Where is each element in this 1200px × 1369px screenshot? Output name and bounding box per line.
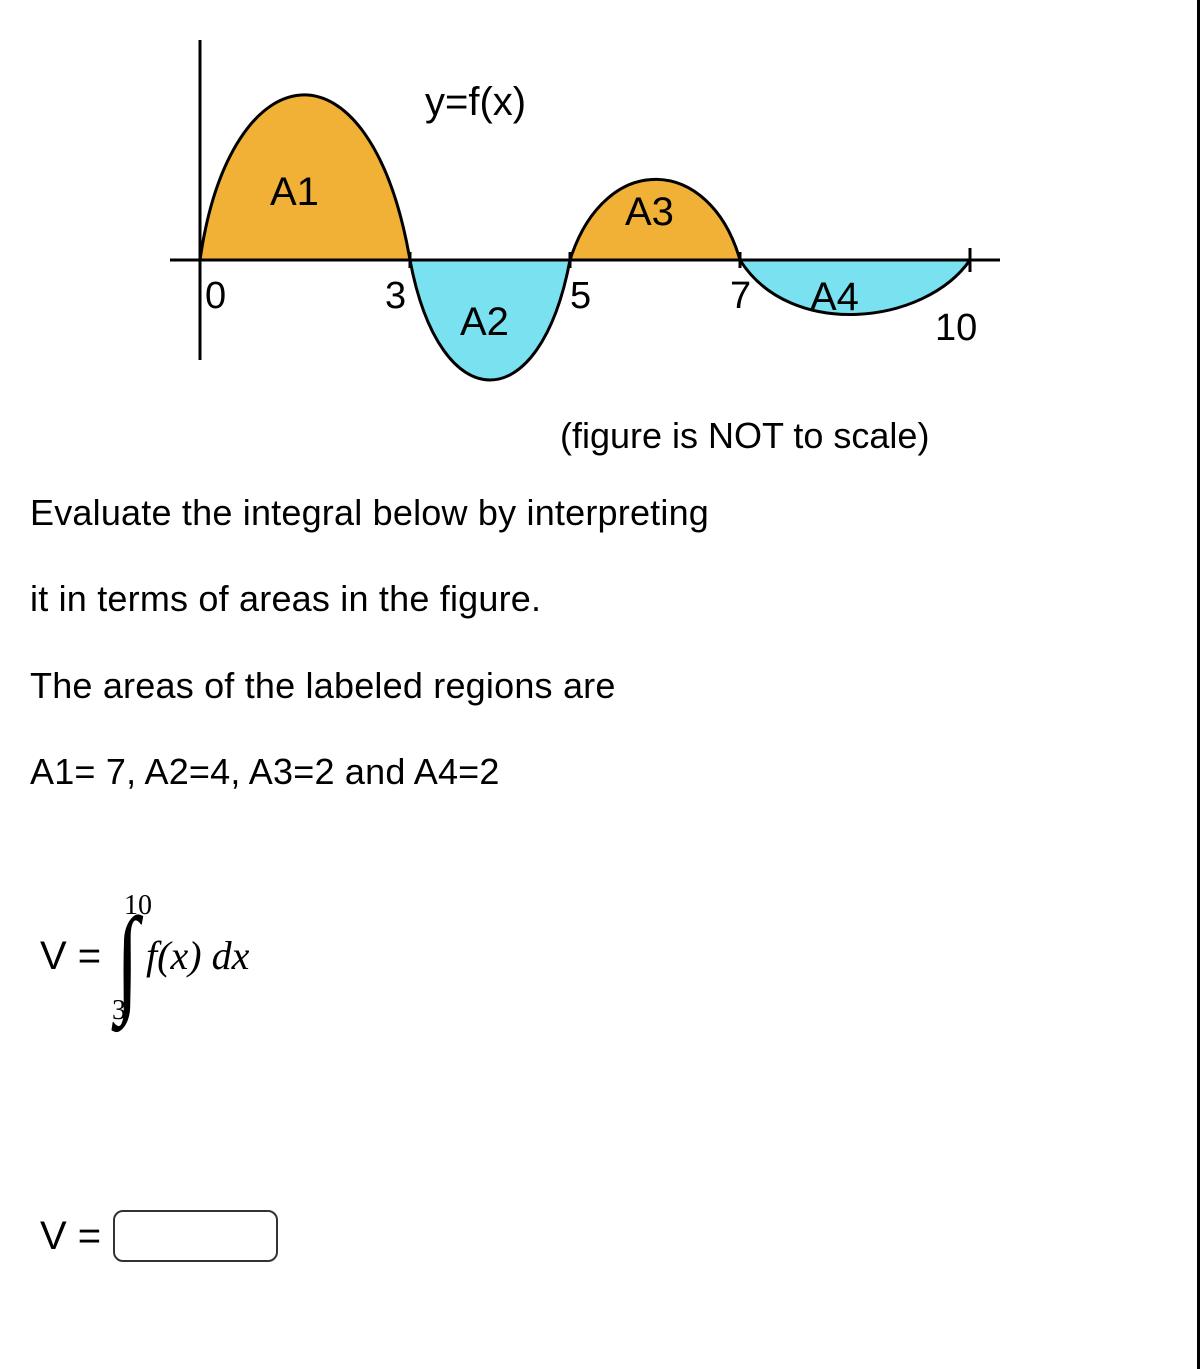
label-a4: A4 <box>810 275 859 319</box>
label-a1: A1 <box>270 170 319 214</box>
problem-line-1: Evaluate the integral below by interpret… <box>30 470 709 556</box>
answer-label: V = <box>40 1214 101 1259</box>
axis-label-10: 10 <box>935 307 977 349</box>
problem-line-3: The areas of the labeled regions are <box>30 643 709 729</box>
integral-integrand: f(x) dx <box>146 933 249 978</box>
integral-expression: V = ∫103f(x) dx <box>40 900 289 1020</box>
integral-lower-limit: 3 <box>112 995 126 1026</box>
curve-label: y=f(x) <box>425 80 526 124</box>
integral-var-label: V = <box>40 934 101 978</box>
figure-svg: y=f(x) A1 A2 A3 A4 0 3 5 7 10 <box>30 20 1030 420</box>
axis-label-0: 0 <box>205 275 226 317</box>
axis-label-7: 7 <box>730 275 751 317</box>
problem-line-2: it in terms of areas in the figure. <box>30 556 709 642</box>
integral-upper-limit: 10 <box>124 890 152 921</box>
problem-statement: Evaluate the integral below by interpret… <box>30 470 709 816</box>
problem-areas-line: A1= 7, A2=4, A3=2 and A4=2 <box>30 729 709 815</box>
caption-text: (figure is NOT to scale) <box>560 415 929 456</box>
axis-label-3: 3 <box>385 275 406 317</box>
answer-input[interactable] <box>113 1210 278 1262</box>
label-a2: A2 <box>460 300 509 344</box>
answer-row: V = <box>40 1210 278 1262</box>
page: y=f(x) A1 A2 A3 A4 0 3 5 7 10 (figure is… <box>0 0 1200 1369</box>
axis-label-5: 5 <box>570 275 591 317</box>
integral-areas-figure: y=f(x) A1 A2 A3 A4 0 3 5 7 10 <box>30 20 1030 425</box>
figure-caption: (figure is NOT to scale) <box>560 415 929 457</box>
label-a3: A3 <box>625 190 674 234</box>
